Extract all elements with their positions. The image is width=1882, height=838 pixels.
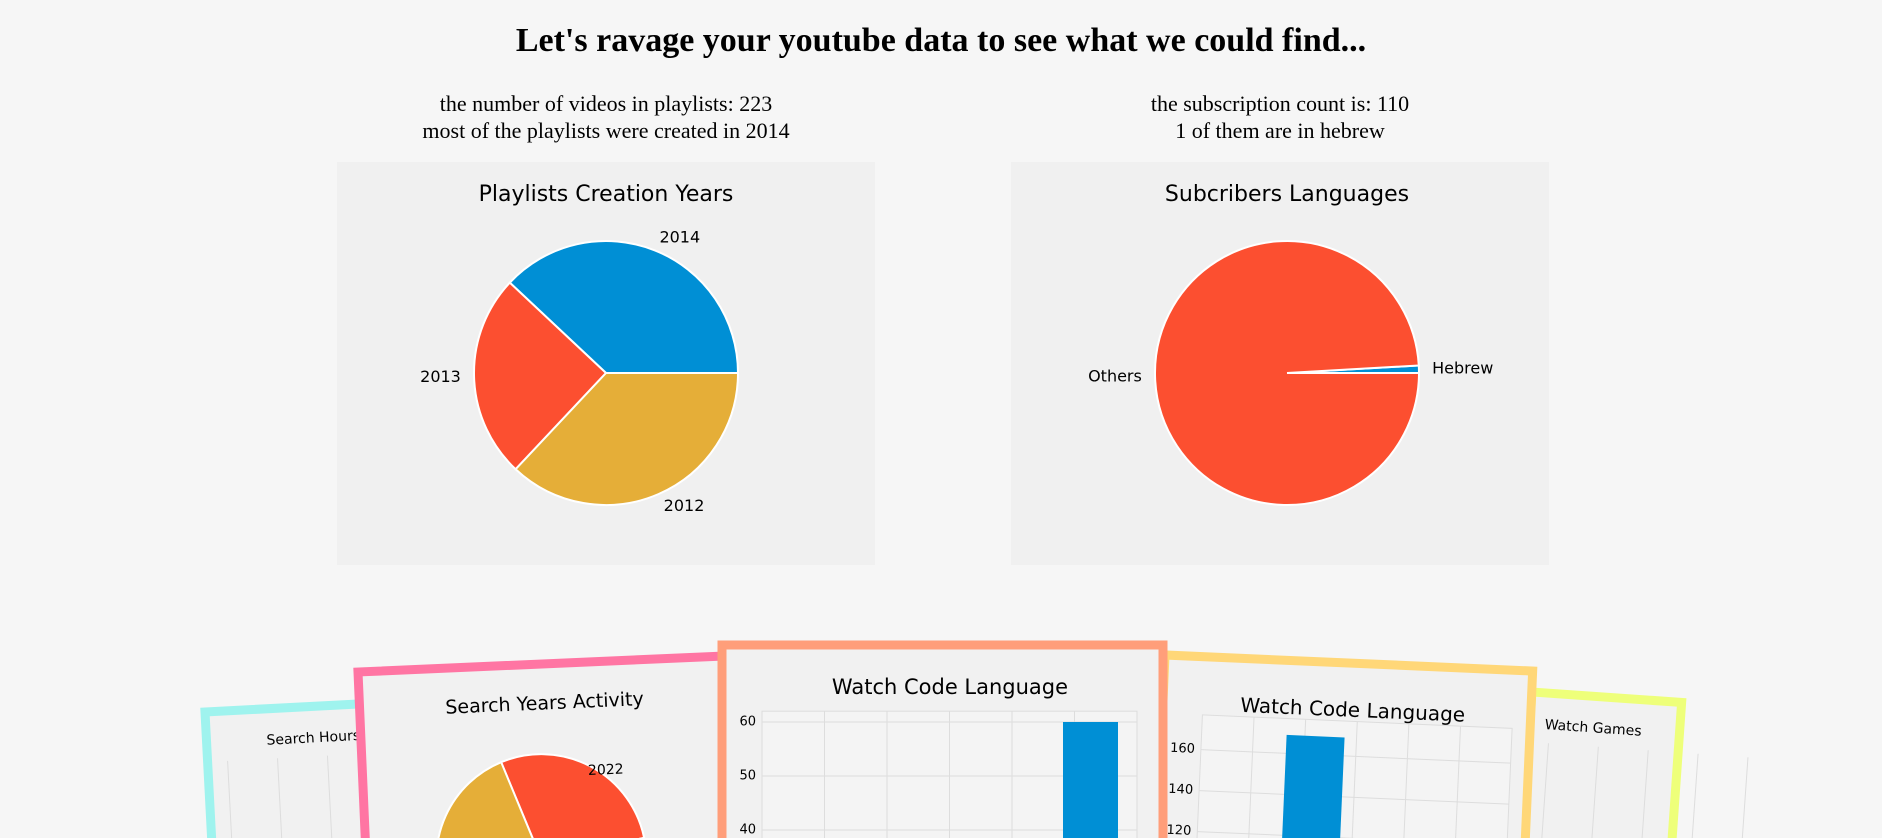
pie-slice [499, 753, 646, 838]
y-tick-label: 40 [739, 823, 756, 838]
plot-area [1190, 714, 1513, 838]
pie-label: Hebrew [1432, 358, 1493, 377]
grid-line [1199, 790, 1509, 805]
stat-line: 1 of them are in hebrew [1175, 118, 1385, 143]
chart-title: Subcribers Languages [1165, 182, 1409, 207]
y-tick-label: 140 [1168, 782, 1193, 798]
carousel-card[interactable]: Watch Code Language 40 50 60 [717, 640, 1168, 838]
plot-grid [1585, 746, 1599, 838]
y-tick-label: 60 [739, 715, 756, 730]
page-title: Let's ravage your youtube data to see wh… [516, 22, 1366, 59]
card-title: Watch Code Language [832, 675, 1068, 699]
pie-slice [514, 372, 740, 506]
plot-grid [277, 758, 287, 838]
plot-grid [227, 760, 237, 838]
y-tick-label: 50 [739, 769, 756, 784]
stat-line: the number of videos in playlists: 223 [440, 91, 772, 116]
plot-grid [326, 755, 337, 838]
pie-label: Others [1088, 367, 1142, 386]
chart-title: Playlists Creation Years [479, 182, 734, 207]
pie-slice [435, 760, 648, 838]
plot-grid [1735, 757, 1749, 838]
stat-line: the subscription count is: 110 [1151, 91, 1409, 116]
plot-grid [1399, 723, 1410, 838]
plot-grid [1536, 743, 1549, 838]
pie-label: 2013 [420, 367, 461, 386]
bar [1063, 722, 1118, 838]
pie-label: 2022 [588, 761, 624, 779]
pie-label: 2012 [664, 496, 705, 515]
bar [1271, 734, 1345, 838]
plot-grid [1244, 717, 1255, 838]
plot-grid [1635, 750, 1649, 838]
plot-grid [1451, 726, 1462, 838]
grid-line [1200, 749, 1511, 764]
pie-slice [508, 240, 740, 374]
stat-line: most of the playlists were created in 20… [422, 118, 789, 143]
y-tick-label: 120 [1166, 823, 1191, 838]
grid-line [1197, 831, 1508, 838]
plot-grid [1347, 721, 1358, 838]
card-frame [1511, 687, 1687, 838]
carousel-card[interactable]: Watch Games [1511, 687, 1752, 838]
pie-slice [473, 281, 608, 471]
pie-label: 2014 [659, 227, 700, 246]
plot-grid [1685, 753, 1699, 838]
y-tick-label: 160 [1170, 741, 1195, 757]
card-title: Watch Games [1544, 717, 1642, 740]
pie-slice [1154, 240, 1421, 507]
